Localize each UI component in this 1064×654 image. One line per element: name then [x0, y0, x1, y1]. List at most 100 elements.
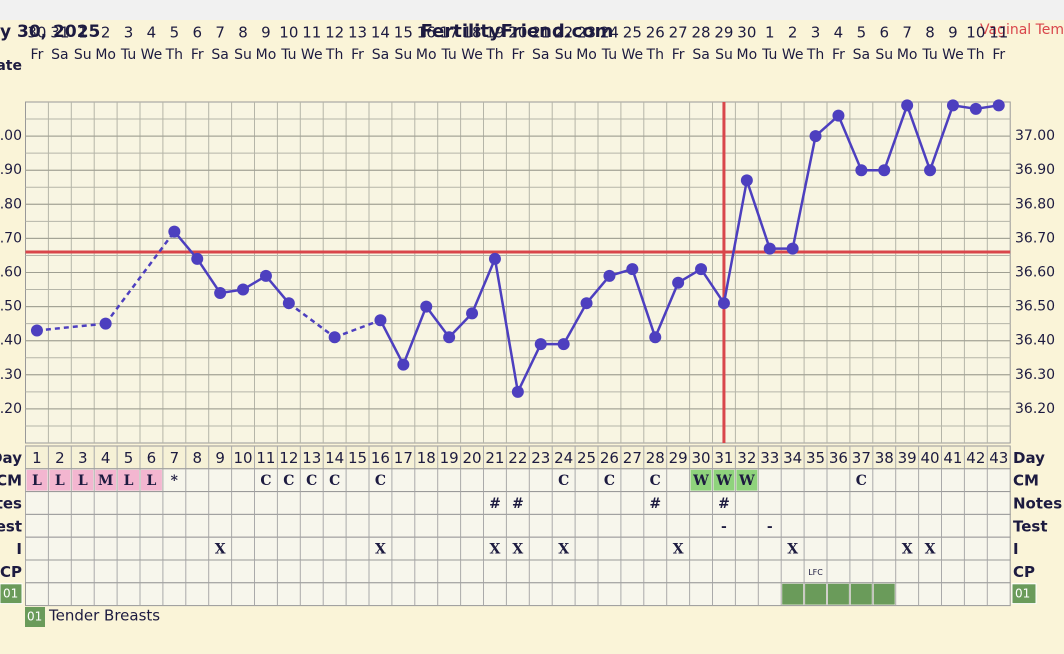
symptom-row [25, 582, 1011, 607]
table-row [25, 559, 1011, 584]
temp-point [420, 300, 433, 313]
date-label: 10 [966, 24, 985, 42]
temp-point [832, 109, 845, 122]
day-number: 6 [147, 449, 157, 467]
day-number: 29 [669, 449, 688, 467]
y2-tick-label: 36.20 [1015, 401, 1055, 417]
temp-point [855, 164, 868, 177]
weekday-label: We [301, 47, 323, 63]
weekday-label: We [622, 47, 644, 63]
cell-text: C [329, 473, 340, 489]
day-number: 33 [760, 449, 779, 467]
weekday-label: Sa [532, 47, 549, 63]
weekday-label: Mo [897, 47, 918, 63]
temp-point [992, 99, 1005, 112]
date-label: 29 [714, 24, 733, 42]
temp-segment [562, 302, 588, 345]
table: DayDay1234567891011121314151617181920212… [0, 445, 1062, 627]
y-tick-label: 36.50 [0, 299, 22, 315]
date-label: 16 [417, 24, 436, 42]
row-label: Day [1013, 449, 1045, 467]
day-number: 26 [600, 449, 619, 467]
date-label: 21 [531, 24, 550, 42]
temp-point [924, 164, 937, 177]
cell-text: C [558, 473, 569, 489]
cell-text: C [604, 473, 615, 489]
cell-text: - [721, 519, 727, 535]
weekday-label: Su [394, 47, 412, 63]
y-tick-label: 36.90 [0, 162, 22, 178]
weekday-label: Th [806, 47, 824, 63]
weekday-label: Mo [256, 47, 277, 63]
temp-point [534, 338, 547, 351]
cell-text: X [902, 542, 913, 558]
temp-point [672, 276, 685, 289]
weekday-label: Mo [416, 47, 437, 63]
temp-segment [493, 258, 520, 393]
temp-point [328, 331, 341, 344]
row-label: Test [1013, 517, 1048, 535]
cell-text: L [124, 473, 134, 489]
day-number: 3 [78, 449, 88, 467]
date-label: 15 [394, 24, 413, 42]
y2-tick-label: 36.50 [1015, 299, 1055, 315]
date-label: 9 [948, 24, 958, 42]
date-label: 26 [646, 24, 665, 42]
date-label: 1 [78, 24, 88, 42]
y2-tick-label: 36.40 [1015, 333, 1055, 349]
symptom-cell [873, 583, 895, 605]
row-label: CP [0, 563, 22, 581]
temp-point [878, 164, 891, 177]
cell-text: * [171, 473, 179, 489]
cell-text: C [306, 473, 317, 489]
day-number: 19 [440, 449, 459, 467]
cm-cell [118, 469, 139, 491]
day-number: 22 [508, 449, 527, 467]
date-label: 5 [170, 24, 180, 42]
cell-text: W [692, 473, 709, 489]
day-number: 43 [989, 449, 1008, 467]
day-number: 27 [623, 449, 642, 467]
cm-cell [26, 469, 48, 491]
day-number: 38 [875, 449, 894, 467]
weekday-label: Fr [351, 47, 364, 63]
legend-code: 01 [27, 610, 42, 624]
legend-box [25, 607, 45, 627]
date-label: 9 [261, 24, 271, 42]
y-tick-label: 36.80 [0, 196, 22, 212]
weekday-label: Th [966, 47, 984, 63]
cell-text: # [489, 496, 501, 512]
day-number: 13 [302, 449, 321, 467]
series-name: Vaginal Tem [980, 22, 1064, 38]
temp-segment [745, 180, 771, 250]
grid: 30Fr31Sa1Su2Mo3Tu4We5Th6Fr7Sa8Su9Mo10Tu1… [0, 24, 1055, 444]
table-row [25, 513, 1011, 538]
day-number: 15 [348, 449, 367, 467]
weekday-label: Sa [853, 47, 870, 63]
date-label: 27 [669, 24, 688, 42]
day-number: 28 [646, 449, 665, 467]
weekday-label: Fr [191, 47, 204, 63]
y2-tick-label: 36.60 [1015, 265, 1055, 281]
temp-point [168, 225, 181, 238]
temp-segment [654, 282, 680, 338]
weekday-label: Th [646, 47, 664, 63]
temp-point [740, 174, 753, 187]
day-number: 14 [325, 449, 344, 467]
weekday-label: Tu [761, 47, 777, 63]
temp-point [946, 99, 959, 112]
temp-point [603, 269, 616, 282]
weekday-label: Su [74, 47, 92, 63]
temp-point [695, 263, 708, 276]
symptom-cell [828, 583, 849, 605]
cell-text: W [715, 473, 732, 489]
row-label: I [1013, 540, 1019, 558]
weekday-label: Su [555, 47, 573, 63]
marks [25, 99, 1011, 443]
day-number: 42 [966, 449, 985, 467]
day-number: 9 [215, 449, 225, 467]
day-number: 31 [714, 449, 733, 467]
weekday-label: Tu [921, 47, 937, 63]
weekday-label: Fr [511, 47, 524, 63]
